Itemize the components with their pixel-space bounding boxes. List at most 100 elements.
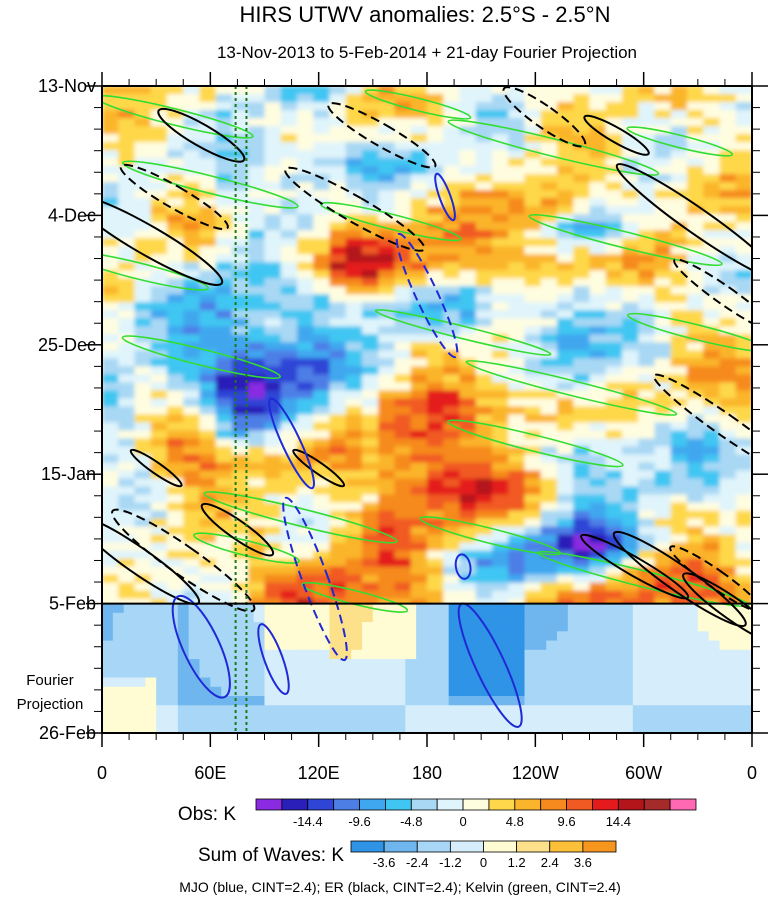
obs-cell <box>329 190 347 199</box>
obs-cell <box>345 262 363 271</box>
obs-cell <box>345 590 363 600</box>
obs-cell <box>134 550 152 560</box>
projection-cell <box>112 668 125 679</box>
obs-cell <box>183 542 201 552</box>
obs-cell <box>297 158 314 167</box>
obs-cell <box>248 310 266 319</box>
obs-cell <box>313 126 331 135</box>
obs-cell <box>215 334 233 343</box>
obs-cell <box>199 134 217 143</box>
projection-cell <box>102 649 114 660</box>
obs-cell <box>183 190 201 199</box>
projection-cell <box>589 659 601 669</box>
obs-cell <box>540 214 558 223</box>
projection-cell <box>524 622 536 632</box>
obs-cell <box>670 222 688 231</box>
obs-cell <box>378 318 396 327</box>
obs-cell <box>280 158 298 167</box>
obs-cell <box>638 294 656 303</box>
obs-cell <box>687 246 704 255</box>
obs-cell <box>248 94 266 103</box>
obs-cell <box>215 166 233 175</box>
obs-cell <box>102 286 119 295</box>
obs-cell <box>622 438 639 448</box>
projection-cell <box>416 677 428 688</box>
projection-cell <box>665 696 677 706</box>
obs-cell <box>719 206 737 215</box>
obs-cell <box>443 222 461 231</box>
obs-cell <box>264 342 282 351</box>
obs-cell <box>670 158 688 167</box>
projection-cell <box>567 649 580 660</box>
projection-cell <box>502 696 515 706</box>
obs-cell <box>605 502 623 512</box>
projection-cell <box>600 603 612 614</box>
projection-cell <box>676 668 688 679</box>
obs-cell <box>427 134 444 143</box>
obs-cell <box>297 190 314 199</box>
obs-cell <box>508 566 526 576</box>
obs-cell <box>443 118 461 127</box>
obs-cell <box>459 230 477 239</box>
projection-cell <box>567 668 580 679</box>
obs-cell <box>443 422 461 432</box>
obs-cell <box>362 390 379 400</box>
obs-cell <box>280 270 298 279</box>
projection-cell <box>741 696 752 706</box>
obs-cell <box>215 182 233 191</box>
obs-cell <box>394 382 412 391</box>
obs-cell <box>540 126 558 135</box>
obs-cell <box>508 134 526 143</box>
obs-cell <box>199 414 217 424</box>
projection-cell <box>145 696 157 706</box>
obs-cell <box>573 542 591 552</box>
obs-cell <box>605 206 623 215</box>
obs-cell <box>524 358 542 367</box>
obs-cell <box>183 102 201 111</box>
projection-cell <box>513 622 526 632</box>
projection-cell <box>242 723 255 733</box>
obs-cell <box>638 206 656 215</box>
obs-cell <box>540 294 558 303</box>
obs-cell <box>199 254 217 263</box>
obs-cell <box>102 518 119 528</box>
projection-cell <box>405 723 417 733</box>
projection-cell <box>275 677 287 688</box>
projection-cell <box>253 612 266 623</box>
projection-cell <box>557 603 569 614</box>
obs-cell <box>248 342 266 351</box>
obs-cell <box>102 190 119 199</box>
projection-cell <box>600 677 612 688</box>
projection-cell <box>535 649 547 660</box>
obs-cell <box>459 334 477 343</box>
obs-cell <box>427 230 444 239</box>
kelvin-contour <box>121 160 299 209</box>
obs-cell <box>687 174 704 183</box>
projection-cell <box>535 696 547 706</box>
obs-cell <box>443 582 461 592</box>
obs-cell <box>313 94 331 103</box>
obs-cell <box>540 246 558 255</box>
obs-cell <box>362 550 379 560</box>
projection-cell <box>102 705 114 716</box>
obs-cell <box>134 382 152 391</box>
projection-cell <box>167 668 179 679</box>
obs-cell <box>345 478 363 488</box>
projection-cell <box>134 686 146 697</box>
obs-cell <box>492 534 509 544</box>
obs-cell <box>118 254 136 263</box>
obs-cell <box>345 158 363 167</box>
obs-cell <box>118 422 136 432</box>
obs-cell <box>475 158 493 167</box>
projection-cell <box>416 686 428 697</box>
er-contour <box>673 258 752 333</box>
projection-cell <box>156 659 168 669</box>
obs-cell <box>735 174 752 183</box>
obs-cell <box>524 550 542 560</box>
obs-cell <box>199 446 217 456</box>
obs-cell <box>232 422 249 432</box>
obs-cell <box>313 206 331 215</box>
obs-cell <box>264 310 282 319</box>
obs-cell <box>394 430 412 440</box>
obs-cell <box>605 590 623 600</box>
